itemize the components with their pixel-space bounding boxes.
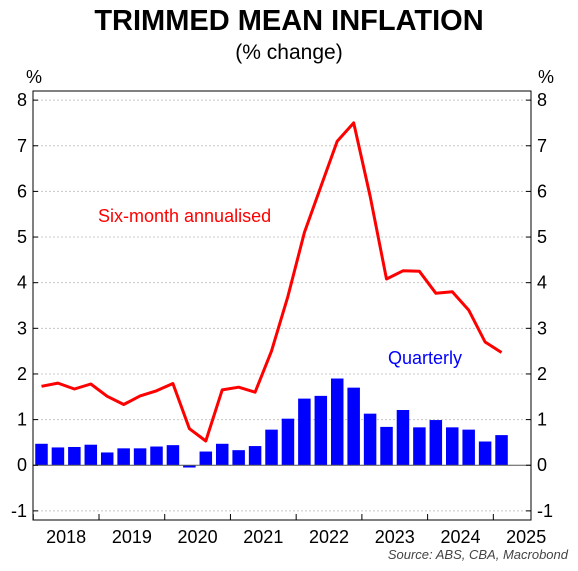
quarterly-bar: [478, 441, 492, 466]
x-tick-labels: 2018 2019 2020 2021 2022 2023 2024 2025: [32, 514, 546, 547]
chart-title: TRIMMED MEAN INFLATION: [94, 5, 483, 37]
plot-frame: [32, 90, 532, 521]
quarterly-bar: [248, 446, 262, 466]
y-tick-left: 5: [17, 227, 27, 247]
right-axis-unit: %: [538, 67, 554, 87]
y-tick-left: 1: [17, 410, 27, 430]
six-month-annualised-line: [41, 121, 503, 443]
quarterly-bar: [298, 398, 311, 466]
x-tick-label: 2023: [375, 527, 415, 547]
y-tick-left: 0: [17, 455, 27, 475]
x-tick-label: 2021: [243, 527, 283, 547]
source-note: Source: ABS, CBA, Macrobond: [388, 547, 569, 562]
x-tick-label: 2025: [506, 527, 546, 547]
quarterly-bar: [166, 445, 180, 466]
chart-subtitle: (% change): [235, 41, 342, 64]
quarterly-bar: [380, 426, 393, 466]
y-tick-right: 7: [537, 136, 547, 156]
left-axis-unit: %: [26, 67, 42, 87]
quarterly-bar: [281, 418, 295, 466]
x-tick-label: 2019: [112, 527, 152, 547]
y-tick-right: 1: [537, 410, 547, 430]
quarterly-bar: [347, 387, 360, 466]
quarterly-bar: [133, 448, 147, 466]
y-tick-left: 6: [17, 181, 27, 201]
y-tick-left: 4: [17, 273, 27, 293]
quarterly-bar: [413, 427, 426, 466]
quarterly-bar: [462, 429, 475, 466]
quarterly-bar: [495, 435, 508, 466]
y-tick-left: 7: [17, 136, 27, 156]
line-series-label: Six-month annualised: [98, 206, 271, 226]
y-tick-right: 6: [537, 181, 547, 201]
y-tick-right: 4: [537, 273, 547, 293]
quarterly-bar: [363, 413, 377, 466]
quarterly-bars: [35, 378, 508, 468]
quarterly-bar: [68, 446, 81, 466]
y-tick-right: -1: [537, 501, 553, 521]
quarterly-bar: [446, 427, 459, 466]
quarterly-bar: [84, 444, 98, 466]
y-tick-right: 8: [537, 90, 547, 110]
x-tick-label: 2018: [46, 527, 86, 547]
y-tick-left: 3: [17, 318, 27, 338]
quarterly-bar: [396, 410, 410, 466]
quarterly-bar: [265, 429, 278, 466]
y-tick-right: 3: [537, 318, 547, 338]
x-tick-label: 2024: [440, 527, 480, 547]
quarterly-bar: [330, 378, 344, 466]
quarterly-bar: [117, 448, 130, 466]
y-tick-right: 5: [537, 227, 547, 247]
quarterly-bar: [183, 465, 196, 468]
y-tick-right: 0: [537, 455, 547, 475]
quarterly-bar: [100, 452, 114, 466]
quarterly-bar: [232, 450, 245, 466]
quarterly-bar: [51, 447, 65, 466]
x-tick-label: 2022: [309, 527, 349, 547]
quarterly-bar: [35, 443, 48, 466]
quarterly-bar: [429, 420, 443, 466]
y-tick-left: -1: [11, 501, 27, 521]
y-tick-left: 2: [17, 364, 27, 384]
y-tick-labels: -1 -1 0 0 1 1 2 2 3 3 4 4 5 5 6 6 7 7 8 8: [11, 90, 553, 521]
x-tick-label: 2020: [178, 527, 218, 547]
y-tick-right: 2: [537, 364, 547, 384]
quarterly-bar: [314, 395, 328, 466]
quarterly-bar: [150, 446, 163, 466]
y-tick-left: 8: [17, 90, 27, 110]
bar-series-label: Quarterly: [388, 348, 462, 368]
quarterly-bar: [215, 443, 229, 466]
quarterly-bar: [199, 451, 213, 466]
